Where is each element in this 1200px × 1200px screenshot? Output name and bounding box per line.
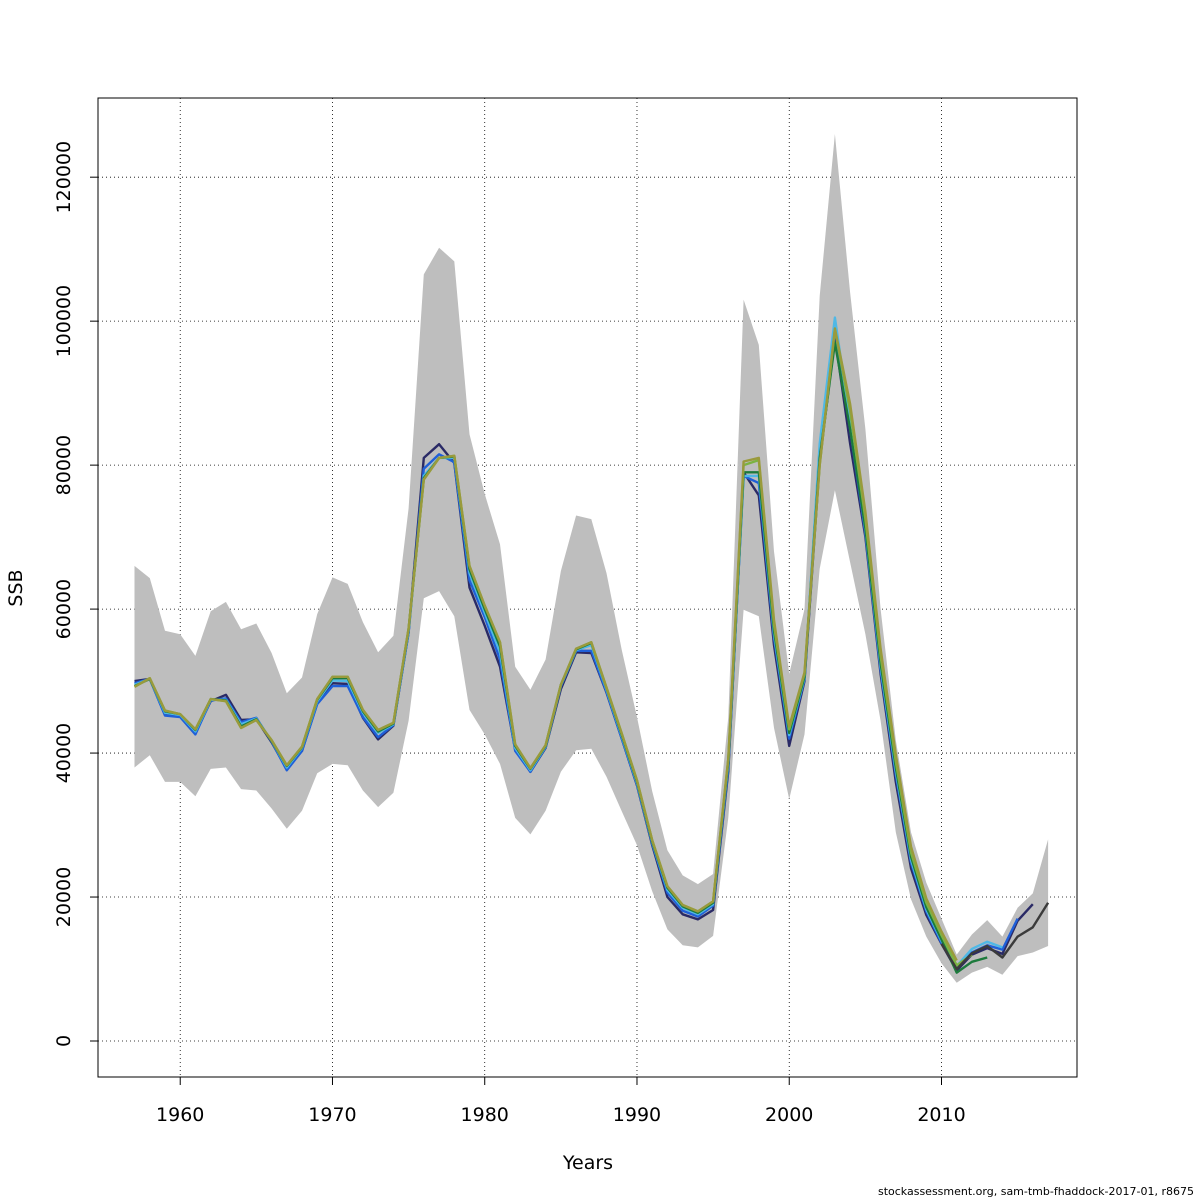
series-line-7 xyxy=(940,902,1050,971)
x-tick-label: 1980 xyxy=(461,1104,509,1126)
x-tick-label: 2010 xyxy=(917,1104,965,1126)
y-axis-title: SSB xyxy=(5,569,27,606)
x-tick-label: 1990 xyxy=(613,1104,661,1126)
y-tick-label: 60000 xyxy=(53,579,75,639)
confidence-band-area xyxy=(134,134,1049,983)
y-tick-label: 100000 xyxy=(53,285,75,358)
y-tick-label: 80000 xyxy=(53,435,75,495)
series-lines xyxy=(133,316,1050,974)
x-axis: 1960 1970 1980 1990 2000 2010 xyxy=(156,1076,966,1126)
y-tick-label: 120000 xyxy=(53,141,75,214)
x-axis-title: Years xyxy=(562,1152,613,1174)
x-tick-label: 2000 xyxy=(765,1104,813,1126)
x-tick-label: 1960 xyxy=(156,1104,204,1126)
source-footer: stockassessment.org, sam-tmb-fhaddock-20… xyxy=(877,1185,1194,1198)
confidence-band xyxy=(134,134,1049,983)
y-axis: 0 20000 40000 60000 80000 100000 120000 xyxy=(53,141,98,1047)
series-line-6 xyxy=(133,327,958,961)
y-tick-label: 40000 xyxy=(53,723,75,783)
y-tick-label: 20000 xyxy=(53,867,75,927)
x-tick-label: 1970 xyxy=(308,1104,356,1126)
y-tick-label: 0 xyxy=(53,1035,75,1047)
